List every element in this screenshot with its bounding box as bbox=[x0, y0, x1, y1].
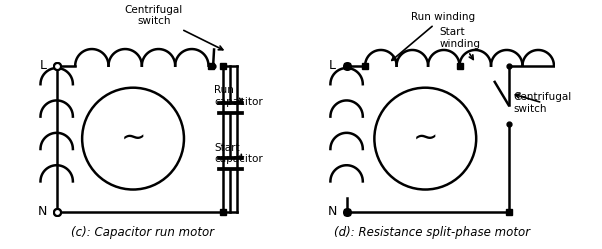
Text: ~: ~ bbox=[412, 124, 438, 153]
Text: Centrifugal
switch: Centrifugal switch bbox=[514, 92, 571, 114]
Text: Run
capacitor: Run capacitor bbox=[214, 85, 263, 107]
Text: Start
winding: Start winding bbox=[439, 27, 480, 60]
Text: L: L bbox=[329, 59, 336, 72]
Text: Start
capacitor: Start capacitor bbox=[214, 143, 263, 164]
Text: ~: ~ bbox=[120, 124, 146, 153]
Text: N: N bbox=[38, 205, 48, 218]
Text: Centrifugal
switch: Centrifugal switch bbox=[125, 5, 223, 50]
Text: Run winding: Run winding bbox=[392, 12, 476, 61]
Text: (c): Capacitor run motor: (c): Capacitor run motor bbox=[71, 226, 214, 239]
Text: (d): Resistance split-phase motor: (d): Resistance split-phase motor bbox=[334, 226, 530, 239]
Text: N: N bbox=[328, 205, 337, 218]
Text: L: L bbox=[39, 59, 46, 72]
